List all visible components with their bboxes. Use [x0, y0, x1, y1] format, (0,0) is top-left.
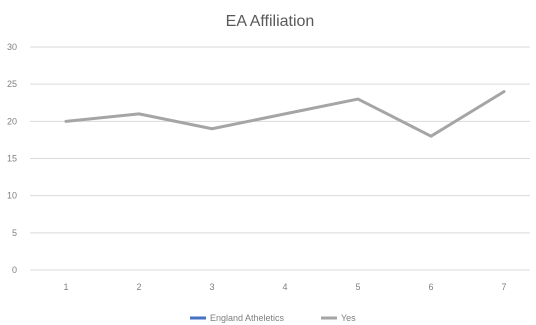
x-tick-label: 1 [63, 282, 68, 292]
x-tick-label: 2 [136, 282, 141, 292]
x-tick-label: 3 [209, 282, 214, 292]
y-tick-label: 25 [7, 79, 17, 89]
x-tick-label: 4 [282, 282, 287, 292]
y-tick-label: 0 [12, 265, 17, 275]
chart-title: EA Affiliation [226, 13, 315, 30]
y-axis-ticks: 0 5 10 15 20 25 30 [7, 42, 17, 275]
x-axis-ticks: 1 2 3 4 5 6 7 [63, 282, 506, 292]
legend-label-0: England Atheletics [210, 313, 285, 323]
legend: England Atheletics Yes [190, 313, 356, 323]
series-lines [64, 90, 506, 138]
y-tick-label: 20 [7, 116, 17, 126]
y-tick-label: 10 [7, 191, 17, 201]
legend-label-1: Yes [341, 313, 356, 323]
x-tick-label: 7 [501, 282, 506, 292]
x-tick-label: 5 [355, 282, 360, 292]
y-tick-label: 5 [12, 228, 17, 238]
y-tick-label: 15 [7, 154, 17, 164]
y-tick-label: 30 [7, 42, 17, 52]
gridlines [30, 46, 530, 271]
x-tick-label: 6 [428, 282, 433, 292]
